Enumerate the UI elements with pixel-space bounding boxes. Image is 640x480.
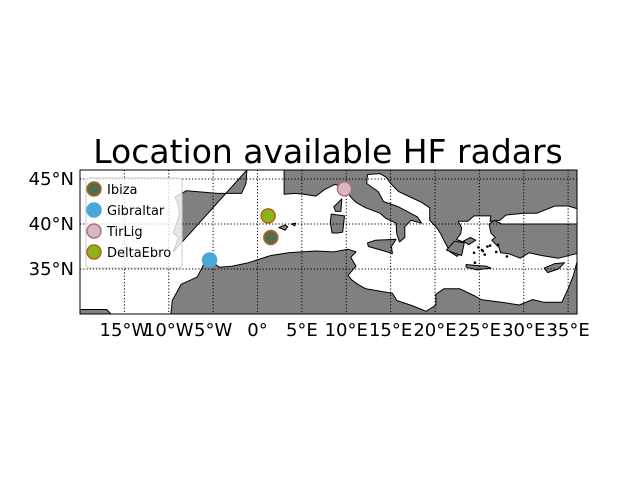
land-polygon (446, 240, 465, 256)
map-plot-area (80, 170, 577, 314)
land-polygon (333, 198, 343, 212)
island-dot (505, 255, 509, 258)
station-marker-tirlig (336, 181, 353, 197)
lon-tick-label: 20°E (413, 320, 456, 341)
land-polygon (367, 238, 397, 255)
legend-label: Ibiza (107, 183, 138, 198)
legend-marker (86, 202, 102, 218)
map-frame (79, 169, 578, 315)
station-marker-gibraltar (201, 252, 218, 268)
legend: Ibiza Gibraltar TirLig DeltaEbro (85, 177, 183, 269)
map-title: Location available HF radars (93, 132, 563, 171)
island-dot (496, 243, 500, 246)
axis-ticks: 45°N 40°N 35°N 15°W10°W 5°W 0° 5°E 10°E 15°E 20°E… (29, 169, 590, 341)
land-polygon (172, 170, 577, 257)
island-dot (477, 246, 480, 249)
land-polygon (543, 262, 566, 274)
lat-tick-label: 40°N (29, 214, 74, 235)
station-marker-deltaebro (260, 208, 276, 224)
land-polygon (278, 224, 289, 231)
island-dot (483, 253, 487, 256)
legend-label: Gibraltar (107, 204, 165, 219)
island-dot (494, 250, 498, 254)
land-polygon (488, 219, 577, 259)
island-dot (473, 261, 477, 265)
legend-label: TirLig (106, 225, 143, 240)
lon-tick-label: 0° (247, 320, 267, 341)
station-markers (201, 181, 353, 268)
land-polygon (329, 213, 345, 234)
lon-tick-label: 5°W (194, 320, 232, 341)
lon-tick-label: 35°E (546, 320, 589, 341)
legend-marker (86, 223, 102, 239)
lon-tick-label: 15°E (369, 320, 412, 341)
lon-tick-label: 30°E (502, 320, 545, 341)
station-marker-ibiza (263, 229, 279, 246)
lat-tick-label: 35°N (29, 259, 74, 280)
lon-tick-label: 15°W (100, 320, 150, 341)
lat-tick-label: 45°N (29, 169, 74, 190)
legend-label: DeltaEbro (107, 246, 171, 261)
land-polygon (462, 237, 477, 246)
lon-tick-label: 5°E (286, 320, 318, 341)
lon-tick-label: 10°E (325, 320, 368, 341)
legend-box (85, 177, 183, 269)
legend-marker (86, 181, 102, 197)
island-dot (486, 245, 489, 248)
legend-marker (86, 244, 102, 260)
lon-tick-label: 10°W (144, 320, 194, 341)
island-dot (480, 248, 484, 252)
land-polygon (465, 264, 492, 271)
lon-tick-label: 25°E (458, 320, 501, 341)
island-dot (488, 244, 492, 247)
island-dot (472, 251, 476, 255)
